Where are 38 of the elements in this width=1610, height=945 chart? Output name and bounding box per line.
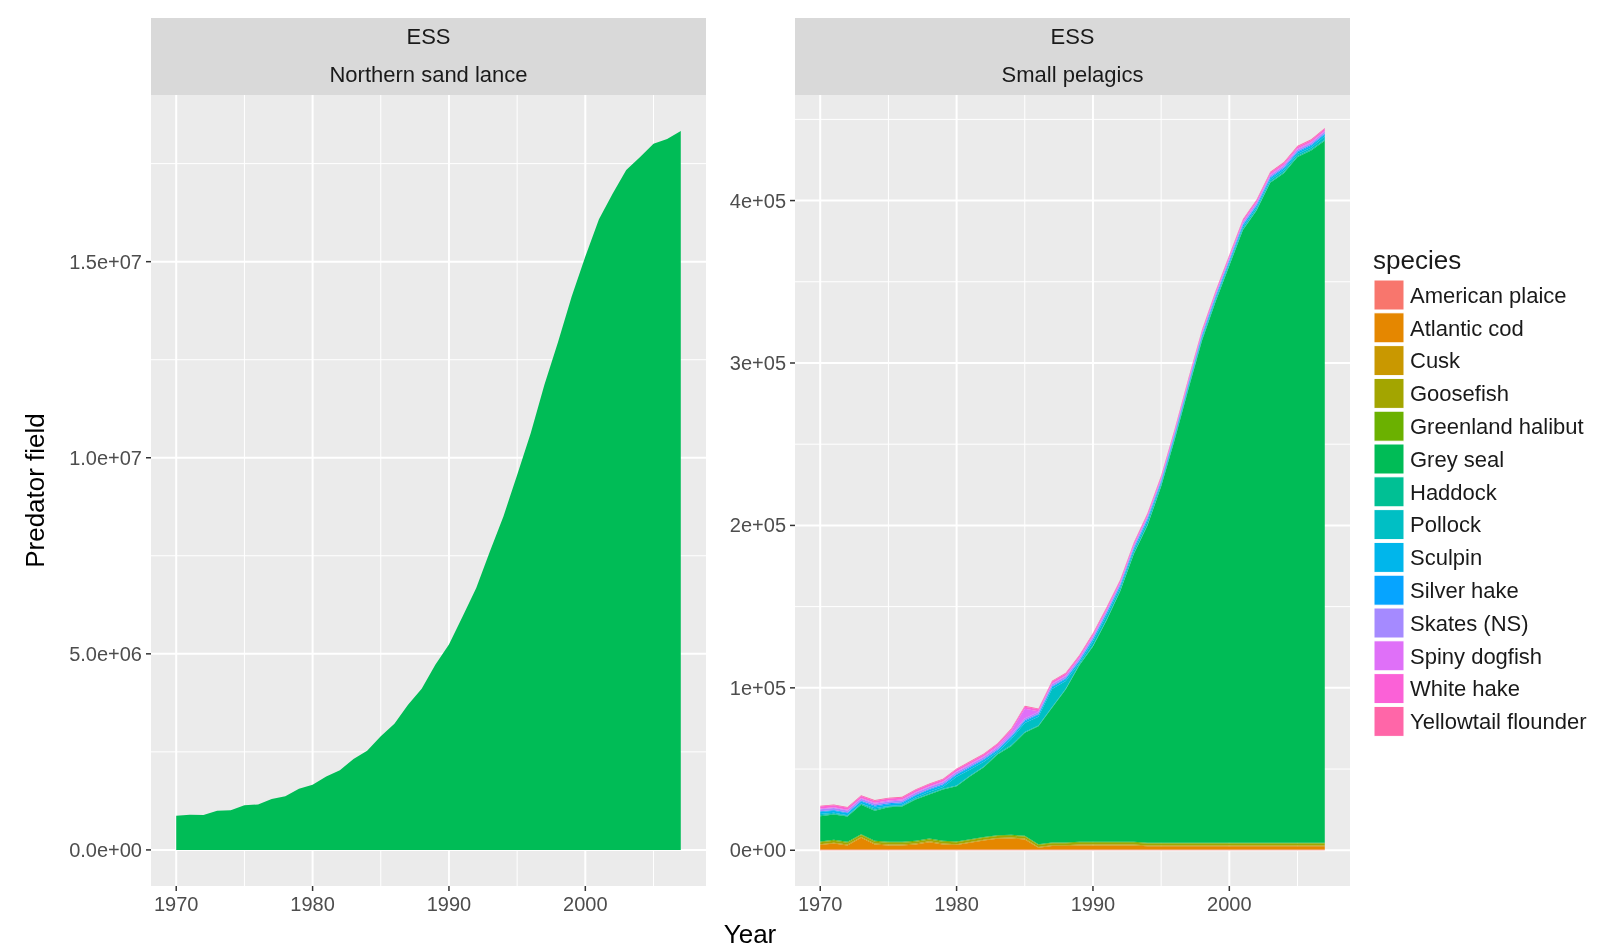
x-tick-label: 1970 <box>153 893 199 915</box>
y-tick-label: 0.0e+00 <box>69 838 142 861</box>
x-tick-label: 1990 <box>426 893 472 915</box>
y-tick-label: 3e+05 <box>729 352 786 374</box>
x-tick-label: 2000 <box>1207 893 1252 915</box>
x-tick-label: 1970 <box>797 893 843 915</box>
legend-label: White hake <box>1410 676 1521 702</box>
legend-label: Goosefish <box>1410 381 1510 407</box>
legend-label: Grey seal <box>1410 446 1505 472</box>
legend-title: species <box>1373 245 1462 275</box>
legend-label: Sculpin <box>1410 545 1483 571</box>
legend-label: Atlantic cod <box>1410 315 1524 341</box>
y-axis-title: Predator field <box>20 413 50 568</box>
x-tick-label: 1980 <box>290 893 335 915</box>
chart-subtitle: Northern sand lance <box>329 62 528 87</box>
x-tick-label: 1980 <box>934 893 979 915</box>
legend-label: Greenland halibut <box>1410 413 1584 439</box>
x-tick-label: 2000 <box>563 893 608 915</box>
y-tick-label: 1.5e+07 <box>69 250 142 273</box>
y-tick-label: 0e+00 <box>729 839 786 862</box>
legend-label: Silver hake <box>1410 577 1519 603</box>
legend-label: Yellowtail flounder <box>1410 709 1587 735</box>
y-tick-label: 2e+05 <box>729 514 786 537</box>
y-tick-label: 1.0e+07 <box>69 446 142 469</box>
legend-label: Spiny dogfish <box>1410 643 1543 669</box>
legend-label: Skates (NS) <box>1410 610 1529 636</box>
chart-title: ESS <box>1050 24 1095 49</box>
chart-subtitle: Small pelagics <box>1001 62 1144 87</box>
legend-label: Haddock <box>1410 479 1498 505</box>
x-tick-label: 1990 <box>1070 893 1116 915</box>
y-tick-label: 4e+05 <box>729 189 786 212</box>
y-tick-label: 5.0e+06 <box>69 642 142 665</box>
y-tick-label: 1e+05 <box>729 676 786 699</box>
legend-label: Cusk <box>1410 348 1462 374</box>
x-axis-title: Year <box>723 919 777 945</box>
legend-label: Pollock <box>1410 512 1482 538</box>
chart-title: ESS <box>406 24 451 49</box>
legend-label: American plaice <box>1410 282 1567 308</box>
